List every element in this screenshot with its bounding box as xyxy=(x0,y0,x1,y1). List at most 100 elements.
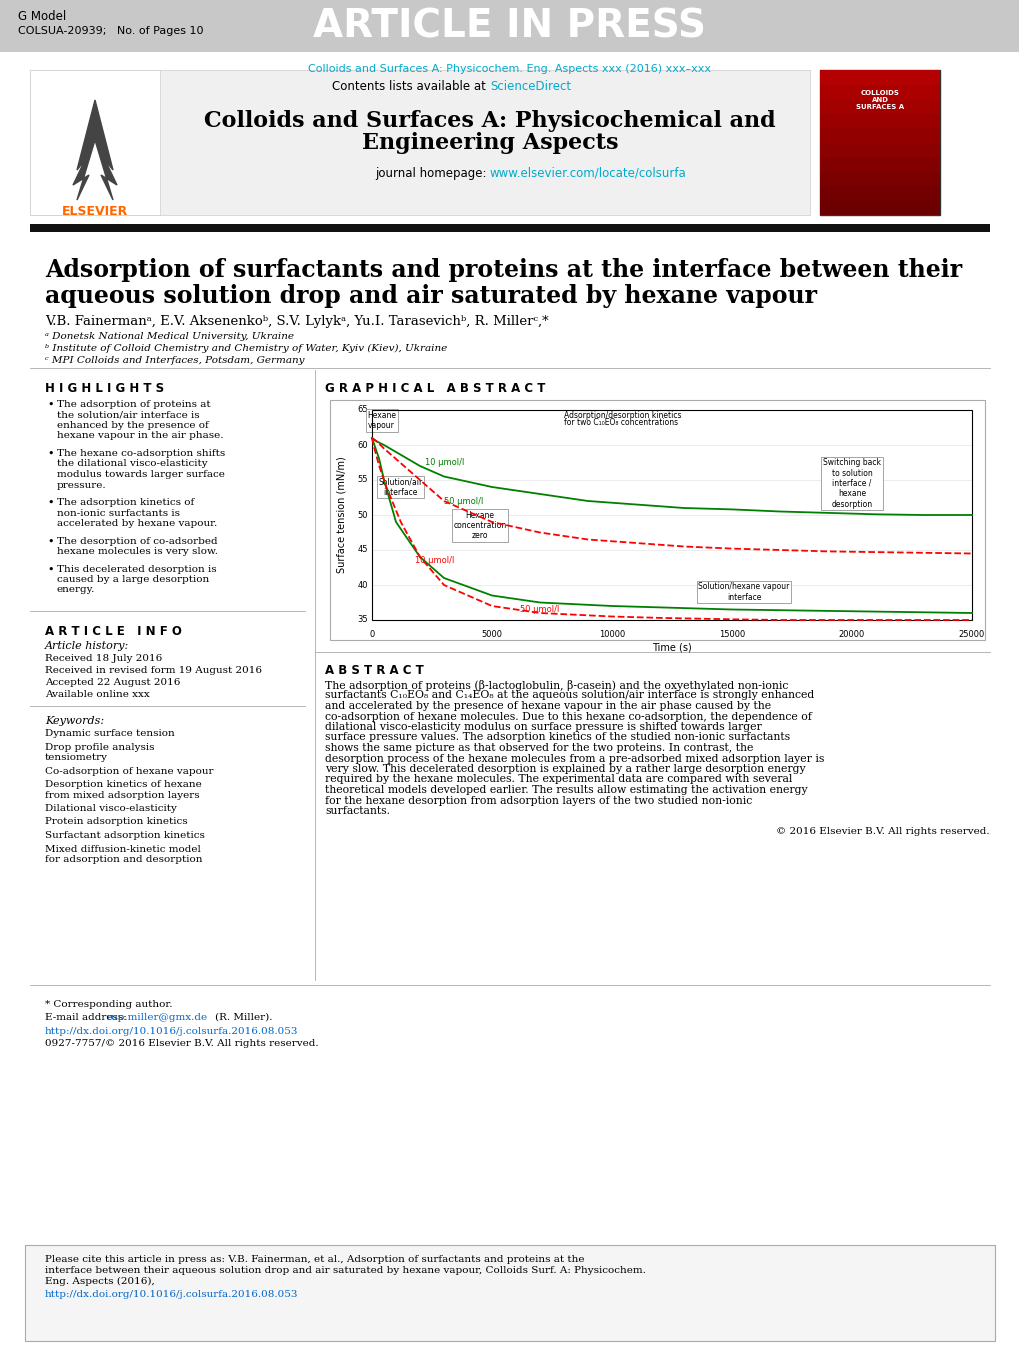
Text: 50: 50 xyxy=(357,511,368,520)
Text: Dilational visco-elasticity: Dilational visco-elasticity xyxy=(45,804,176,813)
Text: tensiometry: tensiometry xyxy=(45,753,108,762)
Text: Dynamic surface tension: Dynamic surface tension xyxy=(45,730,174,738)
Bar xyxy=(819,186,940,200)
Text: •: • xyxy=(47,565,53,574)
Text: the solution/air interface is: the solution/air interface is xyxy=(57,411,200,420)
Text: The adsorption of proteins (β-lactoglobulin, β-casein) and the oxyethylated non-: The adsorption of proteins (β-lactoglobu… xyxy=(325,680,788,690)
Bar xyxy=(330,400,984,640)
Text: dilational visco-elasticity modulus on surface pressure is shifted towards large: dilational visco-elasticity modulus on s… xyxy=(325,721,761,732)
Text: •: • xyxy=(47,536,53,547)
Text: caused by a large desorption: caused by a large desorption xyxy=(57,576,209,584)
Bar xyxy=(0,0,1019,51)
Text: Hexane
concentration
zero: Hexane concentration zero xyxy=(452,511,506,540)
Text: Keywords:: Keywords: xyxy=(45,716,104,725)
Bar xyxy=(819,157,940,172)
Text: 20000: 20000 xyxy=(838,630,864,639)
Text: (R. Miller).: (R. Miller). xyxy=(215,1013,272,1021)
Text: V.B. Fainermanᵃ, E.V. Aksenenkoᵇ, S.V. Lylykᵃ, Yu.I. Tarasevichᵇ, R. Millerᶜ,*: V.B. Fainermanᵃ, E.V. Aksenenkoᵇ, S.V. L… xyxy=(45,315,548,328)
Text: Colloids and Surfaces A: Physicochemical and: Colloids and Surfaces A: Physicochemical… xyxy=(204,109,775,132)
Text: Co-adsorption of hexane vapour: Co-adsorption of hexane vapour xyxy=(45,766,213,775)
Text: and accelerated by the presence of hexane vapour in the air phase caused by the: and accelerated by the presence of hexan… xyxy=(325,701,770,711)
Text: 40: 40 xyxy=(357,581,368,589)
Bar xyxy=(819,70,940,85)
Text: 25000: 25000 xyxy=(958,630,984,639)
Text: ᵃ Donetsk National Medical University, Ukraine: ᵃ Donetsk National Medical University, U… xyxy=(45,332,293,340)
Text: Protein adsorption kinetics: Protein adsorption kinetics xyxy=(45,817,187,827)
Text: Please cite this article in press as: V.B. Fainerman, et al., Adsorption of surf: Please cite this article in press as: V.… xyxy=(45,1255,584,1265)
Text: www.elsevier.com/locate/colsurfa: www.elsevier.com/locate/colsurfa xyxy=(489,168,686,180)
Text: Time (s): Time (s) xyxy=(651,642,691,653)
Text: shows the same picture as that observed for the two proteins. In contrast, the: shows the same picture as that observed … xyxy=(325,743,753,753)
Text: Received 18 July 2016: Received 18 July 2016 xyxy=(45,654,162,663)
Bar xyxy=(819,99,940,113)
Text: interface between their aqueous solution drop and air saturated by hexane vapour: interface between their aqueous solution… xyxy=(45,1266,645,1275)
Text: theoretical models developed earlier. The results allow estimating the activatio: theoretical models developed earlier. Th… xyxy=(325,785,807,794)
Text: Available online xxx: Available online xxx xyxy=(45,690,150,698)
Text: COLLOIDS
AND
SURFACES A: COLLOIDS AND SURFACES A xyxy=(855,91,903,109)
Bar xyxy=(372,409,971,620)
Bar xyxy=(819,128,940,142)
Text: Switching back
to solution
interface /
hexane
desorption: Switching back to solution interface / h… xyxy=(822,458,880,509)
Text: desorption process of the hexane molecules from a pre-adsorbed mixed adsorption : desorption process of the hexane molecul… xyxy=(325,754,823,763)
Text: •: • xyxy=(47,400,53,409)
Text: hexane molecules is very slow.: hexane molecules is very slow. xyxy=(57,547,218,557)
Text: 45: 45 xyxy=(357,546,368,554)
Text: Received in revised form 19 August 2016: Received in revised form 19 August 2016 xyxy=(45,666,262,676)
Text: Article history:: Article history: xyxy=(45,640,129,651)
Text: modulus towards larger surface: modulus towards larger surface xyxy=(57,470,224,480)
Text: Solution/air
interface: Solution/air interface xyxy=(378,477,423,497)
Text: Adsorption of surfactants and proteins at the interface between their: Adsorption of surfactants and proteins a… xyxy=(45,258,961,282)
Bar xyxy=(819,70,940,215)
Text: The hexane co-adsorption shifts: The hexane co-adsorption shifts xyxy=(57,449,225,458)
Text: enhanced by the presence of: enhanced by the presence of xyxy=(57,422,209,430)
Text: Drop profile analysis: Drop profile analysis xyxy=(45,743,154,751)
Text: 60: 60 xyxy=(357,440,368,450)
Text: Accepted 22 August 2016: Accepted 22 August 2016 xyxy=(45,678,180,688)
Text: non-ionic surfactants is: non-ionic surfactants is xyxy=(57,508,179,517)
Text: •: • xyxy=(47,499,53,508)
Text: for adsorption and desorption: for adsorption and desorption xyxy=(45,855,203,865)
Text: 10 μmol/l: 10 μmol/l xyxy=(424,458,464,467)
Text: rup.miller@gmx.de: rup.miller@gmx.de xyxy=(107,1013,208,1021)
Text: required by the hexane molecules. The experimental data are compared with severa: required by the hexane molecules. The ex… xyxy=(325,774,792,785)
Text: 50 μmol/l: 50 μmol/l xyxy=(443,497,483,505)
Text: http://dx.doi.org/10.1016/j.colsurfa.2016.08.053: http://dx.doi.org/10.1016/j.colsurfa.201… xyxy=(45,1027,299,1036)
Bar xyxy=(819,142,940,157)
Text: ELSEVIER: ELSEVIER xyxy=(62,205,128,218)
Text: 50 μmol/l: 50 μmol/l xyxy=(520,605,559,613)
Bar xyxy=(30,224,989,232)
Text: This decelerated desorption is: This decelerated desorption is xyxy=(57,565,216,574)
Text: for the hexane desorption from adsorption layers of the two studied non-ionic: for the hexane desorption from adsorptio… xyxy=(325,796,752,805)
Text: hexane vapour in the air phase.: hexane vapour in the air phase. xyxy=(57,431,223,440)
Text: ARTICLE IN PRESS: ARTICLE IN PRESS xyxy=(313,7,706,45)
Text: * Corresponding author.: * Corresponding author. xyxy=(45,1000,172,1009)
Bar xyxy=(819,113,940,128)
Text: Eng. Aspects (2016),: Eng. Aspects (2016), xyxy=(45,1277,155,1286)
Text: very slow. This decelerated desorption is explained by a rather large desorption: very slow. This decelerated desorption i… xyxy=(325,765,805,774)
Text: ᵇ Institute of Colloid Chemistry and Chemistry of Water, Kyiv (Kiev), Ukraine: ᵇ Institute of Colloid Chemistry and Che… xyxy=(45,345,446,353)
Text: H I G H L I G H T S: H I G H L I G H T S xyxy=(45,382,164,394)
Text: The desorption of co-adsorbed: The desorption of co-adsorbed xyxy=(57,536,217,546)
Text: surfactants.: surfactants. xyxy=(325,807,389,816)
Text: ᶜ MPI Colloids and Interfaces, Potsdam, Germany: ᶜ MPI Colloids and Interfaces, Potsdam, … xyxy=(45,357,305,365)
Text: accelerated by hexane vapour.: accelerated by hexane vapour. xyxy=(57,519,217,528)
Text: A B S T R A C T: A B S T R A C T xyxy=(325,663,423,677)
Text: 0927-7757/© 2016 Elsevier B.V. All rights reserved.: 0927-7757/© 2016 Elsevier B.V. All right… xyxy=(45,1039,318,1048)
Text: surfactants C₁₀EO₈ and C₁₄EO₈ at the aqueous solution/air interface is strongly : surfactants C₁₀EO₈ and C₁₄EO₈ at the aqu… xyxy=(325,690,813,701)
Text: 15000: 15000 xyxy=(718,630,745,639)
Bar xyxy=(819,172,940,186)
Text: http://dx.doi.org/10.1016/j.colsurfa.2016.08.053: http://dx.doi.org/10.1016/j.colsurfa.201… xyxy=(45,1290,299,1300)
Text: Adsorption/desorption kinetics: Adsorption/desorption kinetics xyxy=(564,411,681,420)
Text: G Model: G Model xyxy=(18,9,66,23)
Text: 55: 55 xyxy=(357,476,368,485)
Text: A R T I C L E   I N F O: A R T I C L E I N F O xyxy=(45,626,181,638)
Bar xyxy=(25,1246,994,1342)
Text: E-mail address:: E-mail address: xyxy=(45,1013,129,1021)
Text: 65: 65 xyxy=(357,405,368,415)
Text: 0: 0 xyxy=(369,630,374,639)
Text: G R A P H I C A L   A B S T R A C T: G R A P H I C A L A B S T R A C T xyxy=(325,382,545,394)
Text: Surface tension (mN/m): Surface tension (mN/m) xyxy=(336,457,346,573)
Text: surface pressure values. The adsorption kinetics of the studied non-ionic surfac: surface pressure values. The adsorption … xyxy=(325,732,790,743)
Bar xyxy=(819,200,940,215)
Polygon shape xyxy=(73,100,117,200)
